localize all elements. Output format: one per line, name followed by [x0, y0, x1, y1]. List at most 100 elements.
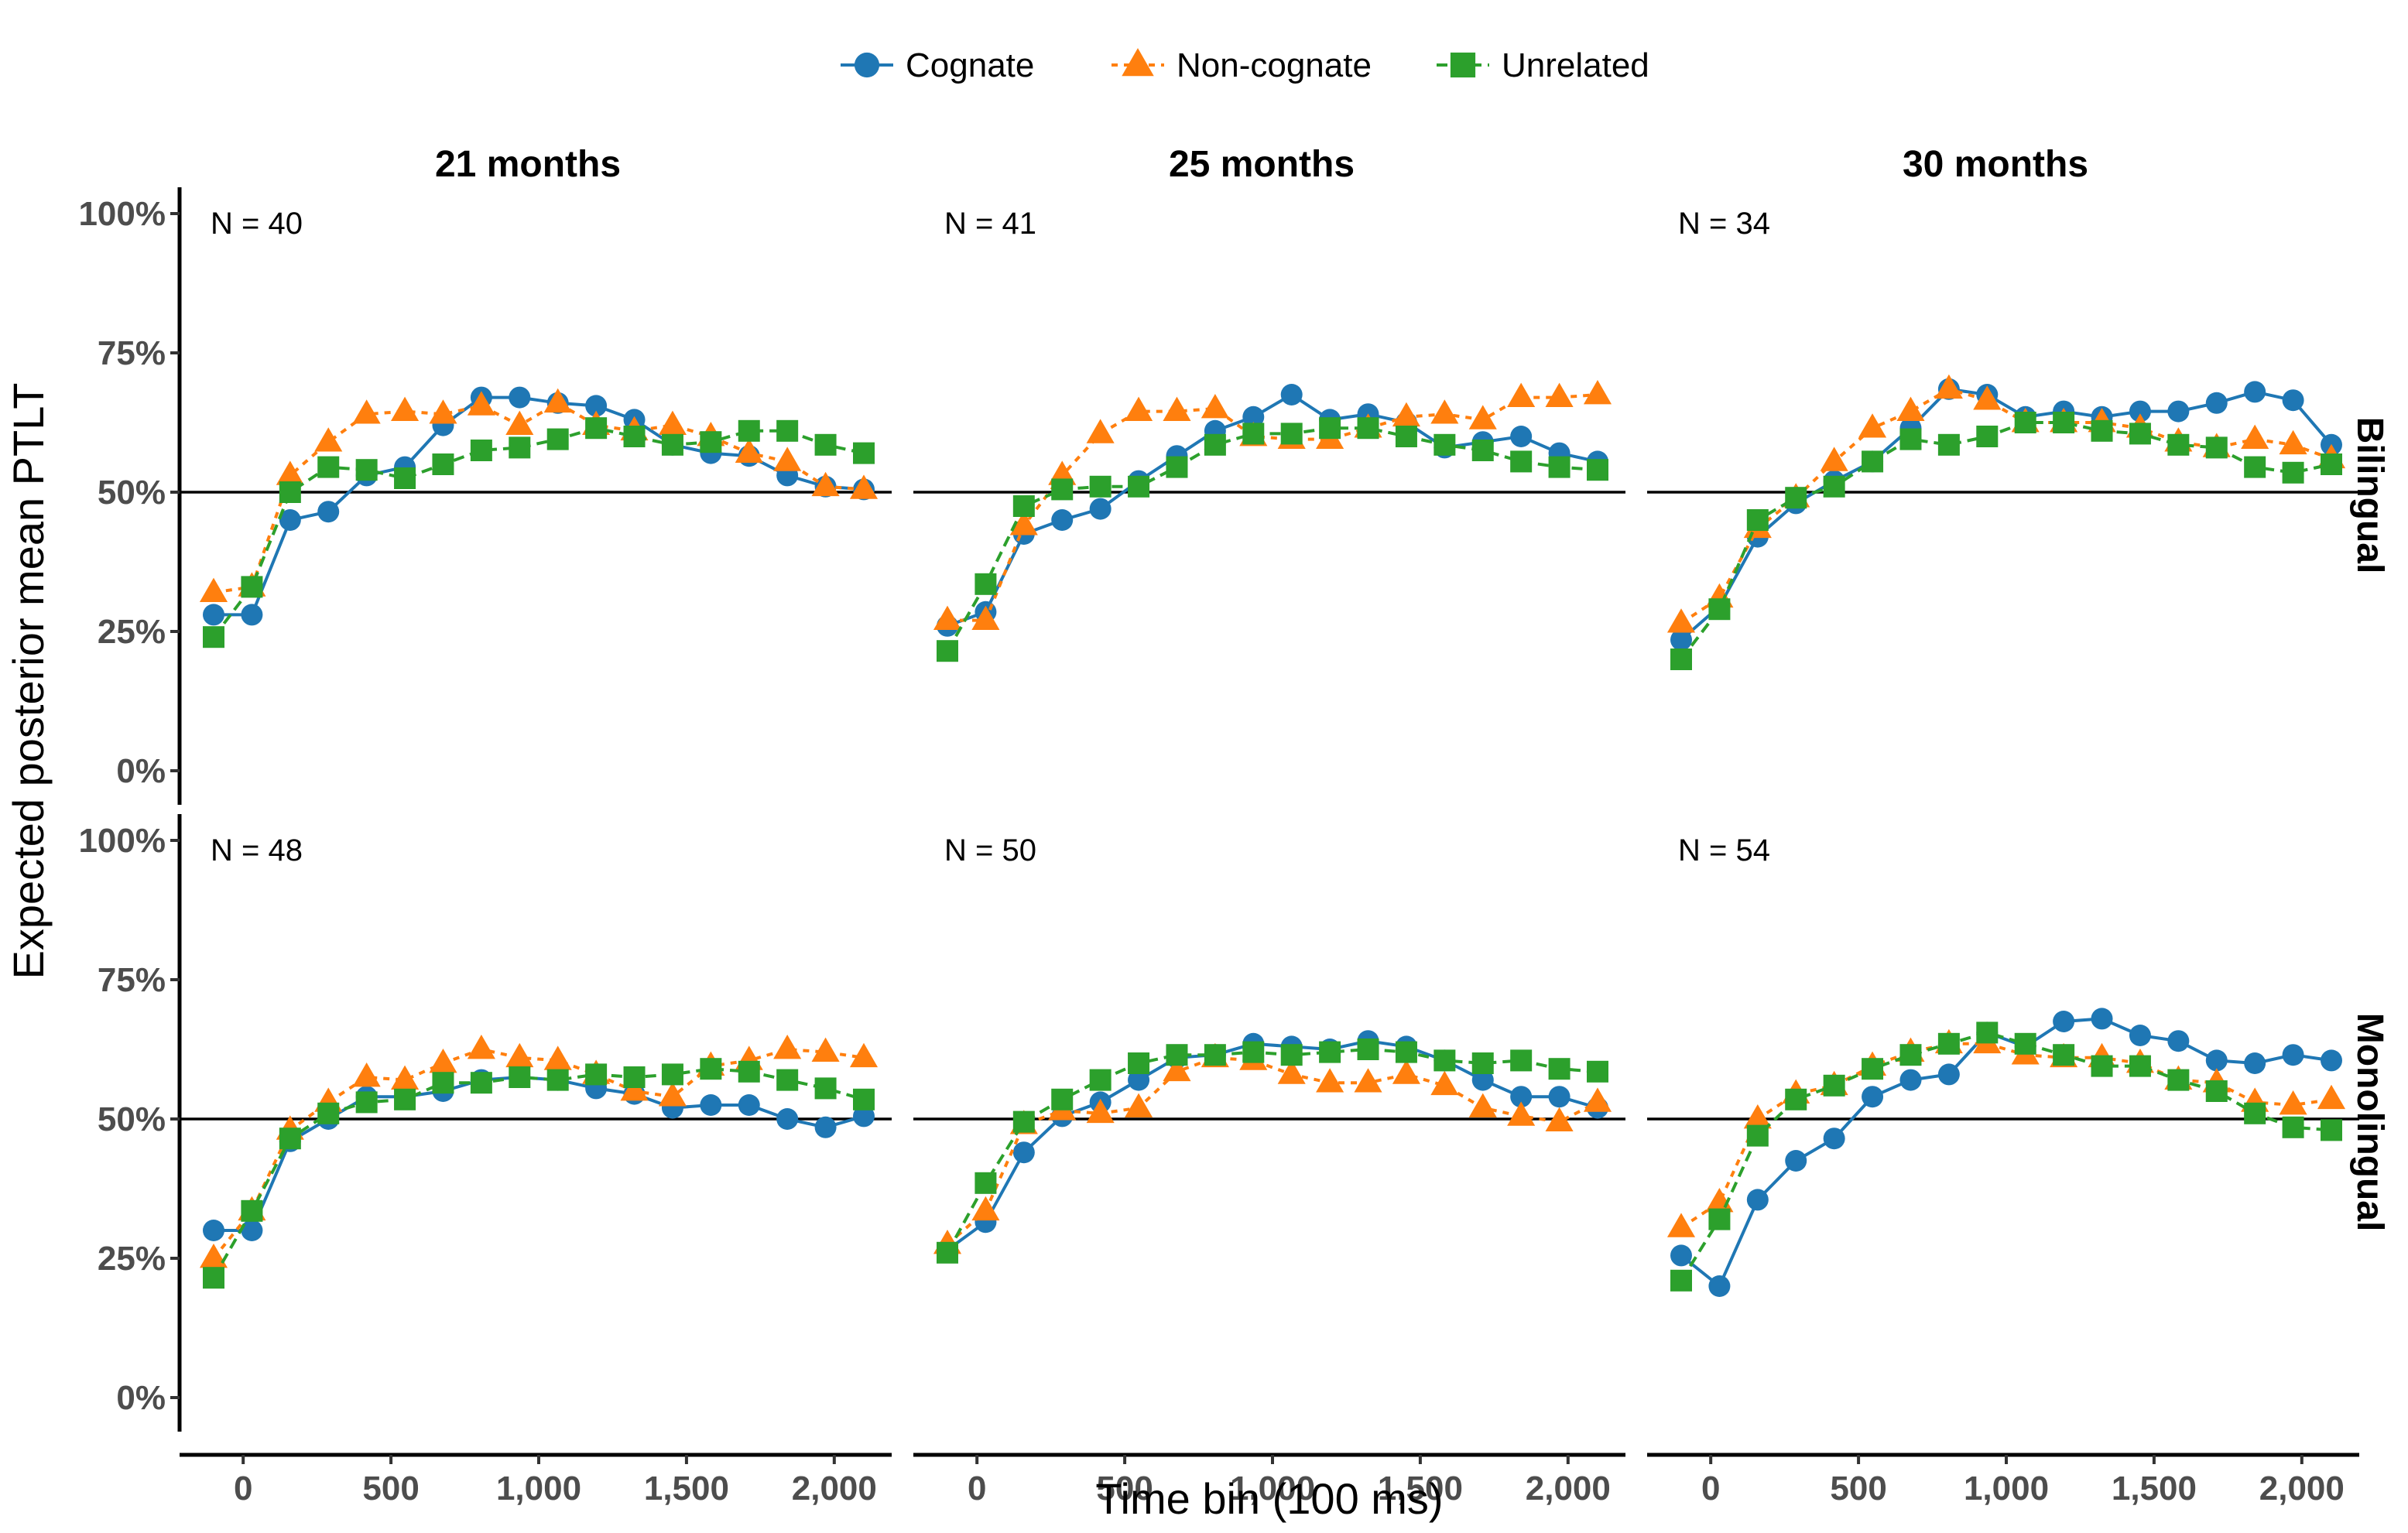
triangle-marker — [811, 471, 840, 497]
series-line — [946, 1047, 1598, 1254]
series-line — [212, 426, 865, 638]
series-non-cognate — [199, 388, 879, 602]
y-tick-label: 50% — [98, 1100, 166, 1138]
circle-marker — [1012, 1141, 1035, 1164]
triangle-marker — [1316, 1068, 1344, 1093]
circle-marker — [2244, 1052, 2266, 1074]
square-marker — [852, 442, 875, 464]
triangle-marker — [933, 605, 962, 630]
series-line — [214, 1075, 865, 1232]
x-tick-label: 500 — [1830, 1470, 1886, 1507]
y-tick-label: 25% — [98, 1240, 166, 1278]
square-marker — [1548, 1058, 1571, 1080]
circle-marker — [2129, 400, 2151, 423]
n-label: N = 54 — [1678, 833, 1770, 867]
square-marker — [1166, 1044, 1188, 1066]
square-marker — [2244, 1102, 2266, 1124]
triangle-marker — [352, 399, 381, 424]
circle-marker — [1785, 1150, 1807, 1172]
circle-marker — [317, 501, 340, 523]
panel-bilingual-21-months: N = 40 — [180, 207, 892, 648]
square-marker — [1937, 433, 1960, 456]
triangle-marker — [849, 1042, 879, 1068]
square-marker — [2053, 1044, 2075, 1066]
circle-marker — [1937, 1063, 1960, 1086]
square-marker — [1089, 1069, 1112, 1091]
triangle-marker — [971, 605, 1000, 630]
square-marker — [937, 1241, 958, 1264]
square-marker — [661, 1063, 683, 1086]
circle-marker — [1823, 1128, 1845, 1150]
square-marker — [585, 417, 608, 440]
square-marker — [1862, 450, 1884, 473]
circle-marker — [1746, 1189, 1769, 1211]
triangle-marker — [849, 474, 879, 499]
triangle-marker — [1430, 399, 1459, 424]
circle-marker — [852, 1105, 875, 1128]
x-tick-label: 2,000 — [2259, 1470, 2345, 1507]
square-marker — [2091, 1055, 2113, 1077]
triangle-marker — [1507, 382, 1536, 407]
square-marker — [1204, 433, 1226, 456]
square-marker — [1746, 1124, 1769, 1147]
square-marker — [814, 433, 837, 456]
legend: Cognate Non-cognate Unrelated — [841, 46, 1649, 84]
square-marker — [355, 459, 378, 481]
circle-marker — [1899, 1069, 1922, 1091]
circle-marker — [2205, 1049, 2228, 1072]
square-marker — [279, 1128, 301, 1150]
series-line — [1680, 1017, 2332, 1289]
square-marker — [1899, 1044, 1922, 1066]
square-marker — [317, 456, 340, 478]
triangle-marker — [1820, 447, 1848, 471]
square-marker — [738, 419, 760, 442]
square-marker — [394, 467, 416, 489]
square-marker — [1051, 478, 1074, 501]
triangle-marker — [314, 427, 343, 452]
square-marker — [1548, 456, 1571, 478]
strip-25-months: 25 months — [1169, 144, 1355, 185]
circle-marker — [1510, 1086, 1533, 1108]
series-line — [213, 401, 865, 594]
circle-marker — [2091, 1008, 2113, 1030]
square-marker — [1937, 1032, 1960, 1055]
circle-marker — [2282, 389, 2304, 412]
n-label: N = 34 — [1678, 207, 1770, 241]
square-marker — [470, 1072, 492, 1094]
triangle-marker — [1277, 1059, 1306, 1084]
square-marker — [1785, 487, 1807, 509]
square-marker — [2091, 419, 2113, 442]
square-marker — [2320, 1119, 2342, 1141]
x-tick-label: 1,000 — [1230, 1470, 1315, 1507]
square-marker — [623, 1066, 646, 1088]
x-tick-label: 0 — [234, 1470, 252, 1507]
series-unrelated — [937, 1039, 1608, 1264]
square-marker — [1128, 1052, 1150, 1074]
square-marker — [241, 1199, 263, 1222]
series-line — [1680, 421, 2332, 661]
triangle-marker — [1468, 405, 1497, 429]
triangle-marker — [1086, 1098, 1115, 1124]
square-marker — [203, 626, 224, 648]
y-tick-label: 100% — [78, 195, 166, 233]
square-marker — [1357, 417, 1379, 440]
square-marker — [2282, 1116, 2304, 1138]
series-line — [1680, 1031, 2332, 1281]
series-non-cognate — [933, 380, 1612, 630]
y-tick-label: 75% — [98, 334, 166, 372]
facet-strips: 21 months 25 months 30 months Bilingual Mono… — [435, 144, 2390, 1231]
triangle-marker — [199, 577, 228, 602]
triangle-marker — [1666, 608, 1696, 633]
square-marker — [1586, 1060, 1608, 1083]
square-marker — [317, 1102, 340, 1124]
series-unrelated — [203, 417, 875, 648]
y-tick-label: 0% — [116, 752, 166, 790]
square-marker — [1899, 428, 1922, 450]
triangle-marker — [2279, 429, 2307, 455]
series-line — [212, 1047, 865, 1260]
circle-marker — [279, 509, 301, 531]
square-marker — [1670, 648, 1692, 670]
triangle-marker — [429, 1049, 457, 1073]
series-line — [947, 393, 1598, 622]
square-marker — [2167, 1069, 2190, 1091]
